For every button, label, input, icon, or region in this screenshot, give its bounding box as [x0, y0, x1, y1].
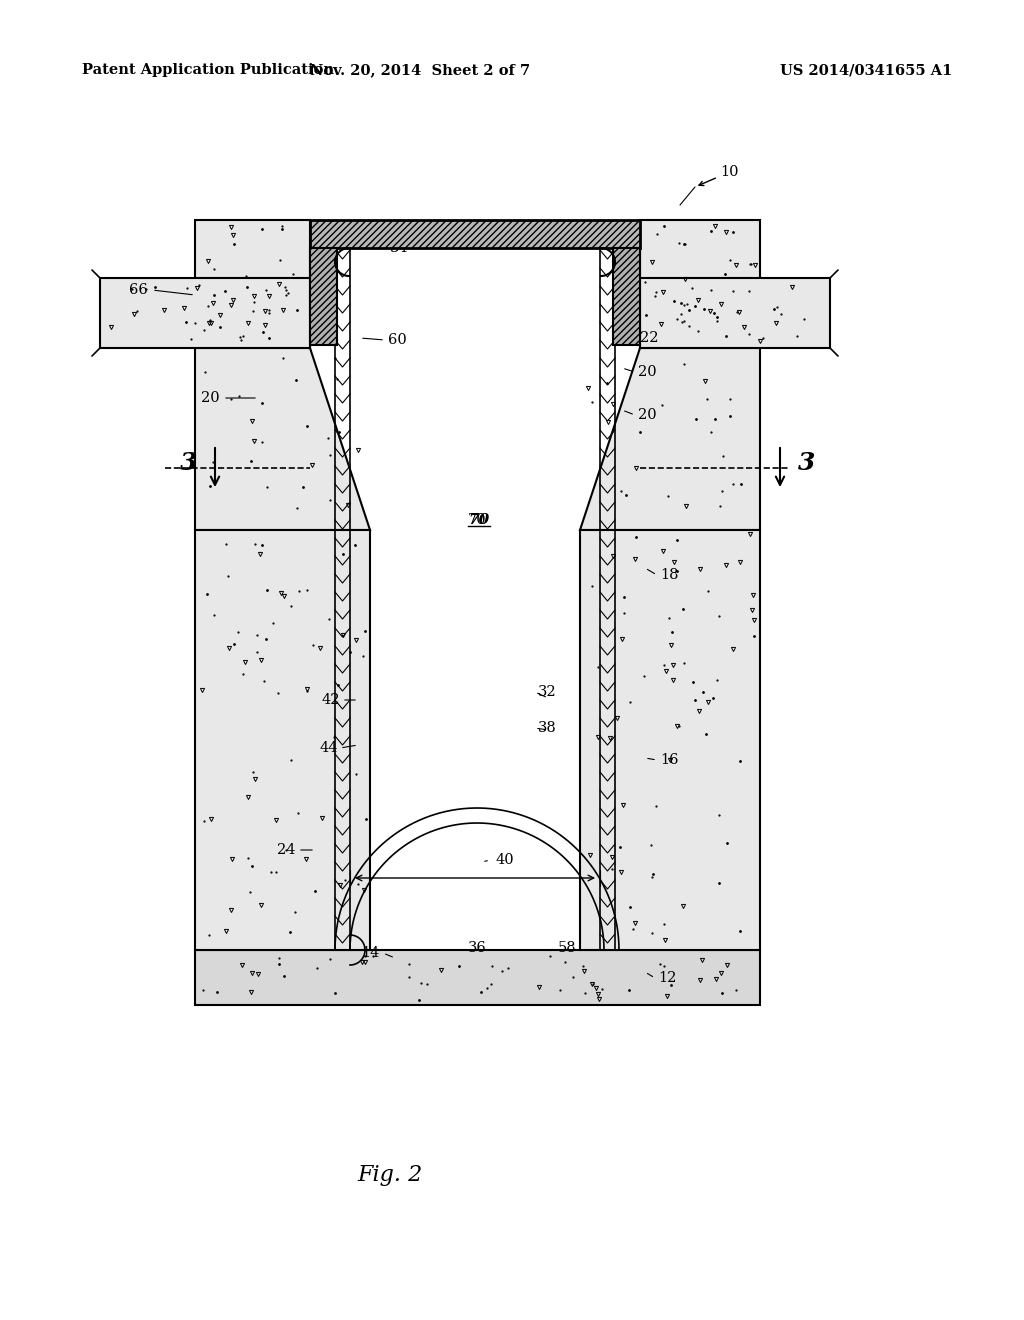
- Text: 30: 30: [620, 220, 639, 235]
- Text: 16: 16: [660, 752, 679, 767]
- Text: 12: 12: [658, 972, 677, 985]
- Text: Nov. 20, 2014  Sheet 2 of 7: Nov. 20, 2014 Sheet 2 of 7: [310, 63, 530, 77]
- Text: 44: 44: [319, 741, 338, 755]
- Text: 20: 20: [638, 366, 656, 379]
- Text: 58: 58: [558, 941, 577, 954]
- Text: 60: 60: [388, 333, 407, 347]
- Text: Fig. 2: Fig. 2: [357, 1164, 423, 1185]
- Text: 32: 32: [538, 685, 557, 700]
- Text: 3: 3: [798, 451, 815, 475]
- Polygon shape: [580, 348, 760, 531]
- Polygon shape: [195, 531, 370, 950]
- Text: 20: 20: [638, 408, 656, 422]
- Polygon shape: [640, 220, 760, 348]
- Polygon shape: [580, 531, 760, 950]
- Bar: [613, 248, 640, 345]
- Text: 34: 34: [390, 242, 409, 255]
- Text: 70: 70: [468, 513, 489, 527]
- Text: Patent Application Publication: Patent Application Publication: [82, 63, 334, 77]
- Text: US 2014/0341655 A1: US 2014/0341655 A1: [780, 63, 952, 77]
- Text: 22: 22: [640, 331, 658, 345]
- Text: 70: 70: [468, 513, 486, 527]
- Text: 66: 66: [129, 282, 148, 297]
- Polygon shape: [640, 279, 830, 348]
- Text: 24: 24: [276, 843, 295, 857]
- Text: 36: 36: [468, 941, 486, 954]
- Polygon shape: [195, 348, 370, 531]
- Bar: [310, 248, 337, 345]
- Bar: [310, 220, 640, 248]
- Polygon shape: [195, 950, 760, 1005]
- Text: 14: 14: [361, 946, 380, 960]
- Text: 38: 38: [538, 721, 557, 735]
- Text: 3: 3: [179, 451, 197, 475]
- Polygon shape: [100, 279, 310, 348]
- Text: 18: 18: [660, 568, 679, 582]
- Polygon shape: [195, 220, 310, 348]
- Text: 68: 68: [330, 223, 348, 238]
- Text: 42: 42: [322, 693, 340, 708]
- Text: 10: 10: [720, 165, 738, 180]
- Text: 20: 20: [202, 391, 220, 405]
- Text: 40: 40: [495, 853, 514, 867]
